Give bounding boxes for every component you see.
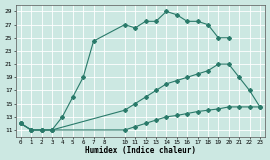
- X-axis label: Humidex (Indice chaleur): Humidex (Indice chaleur): [85, 146, 196, 155]
